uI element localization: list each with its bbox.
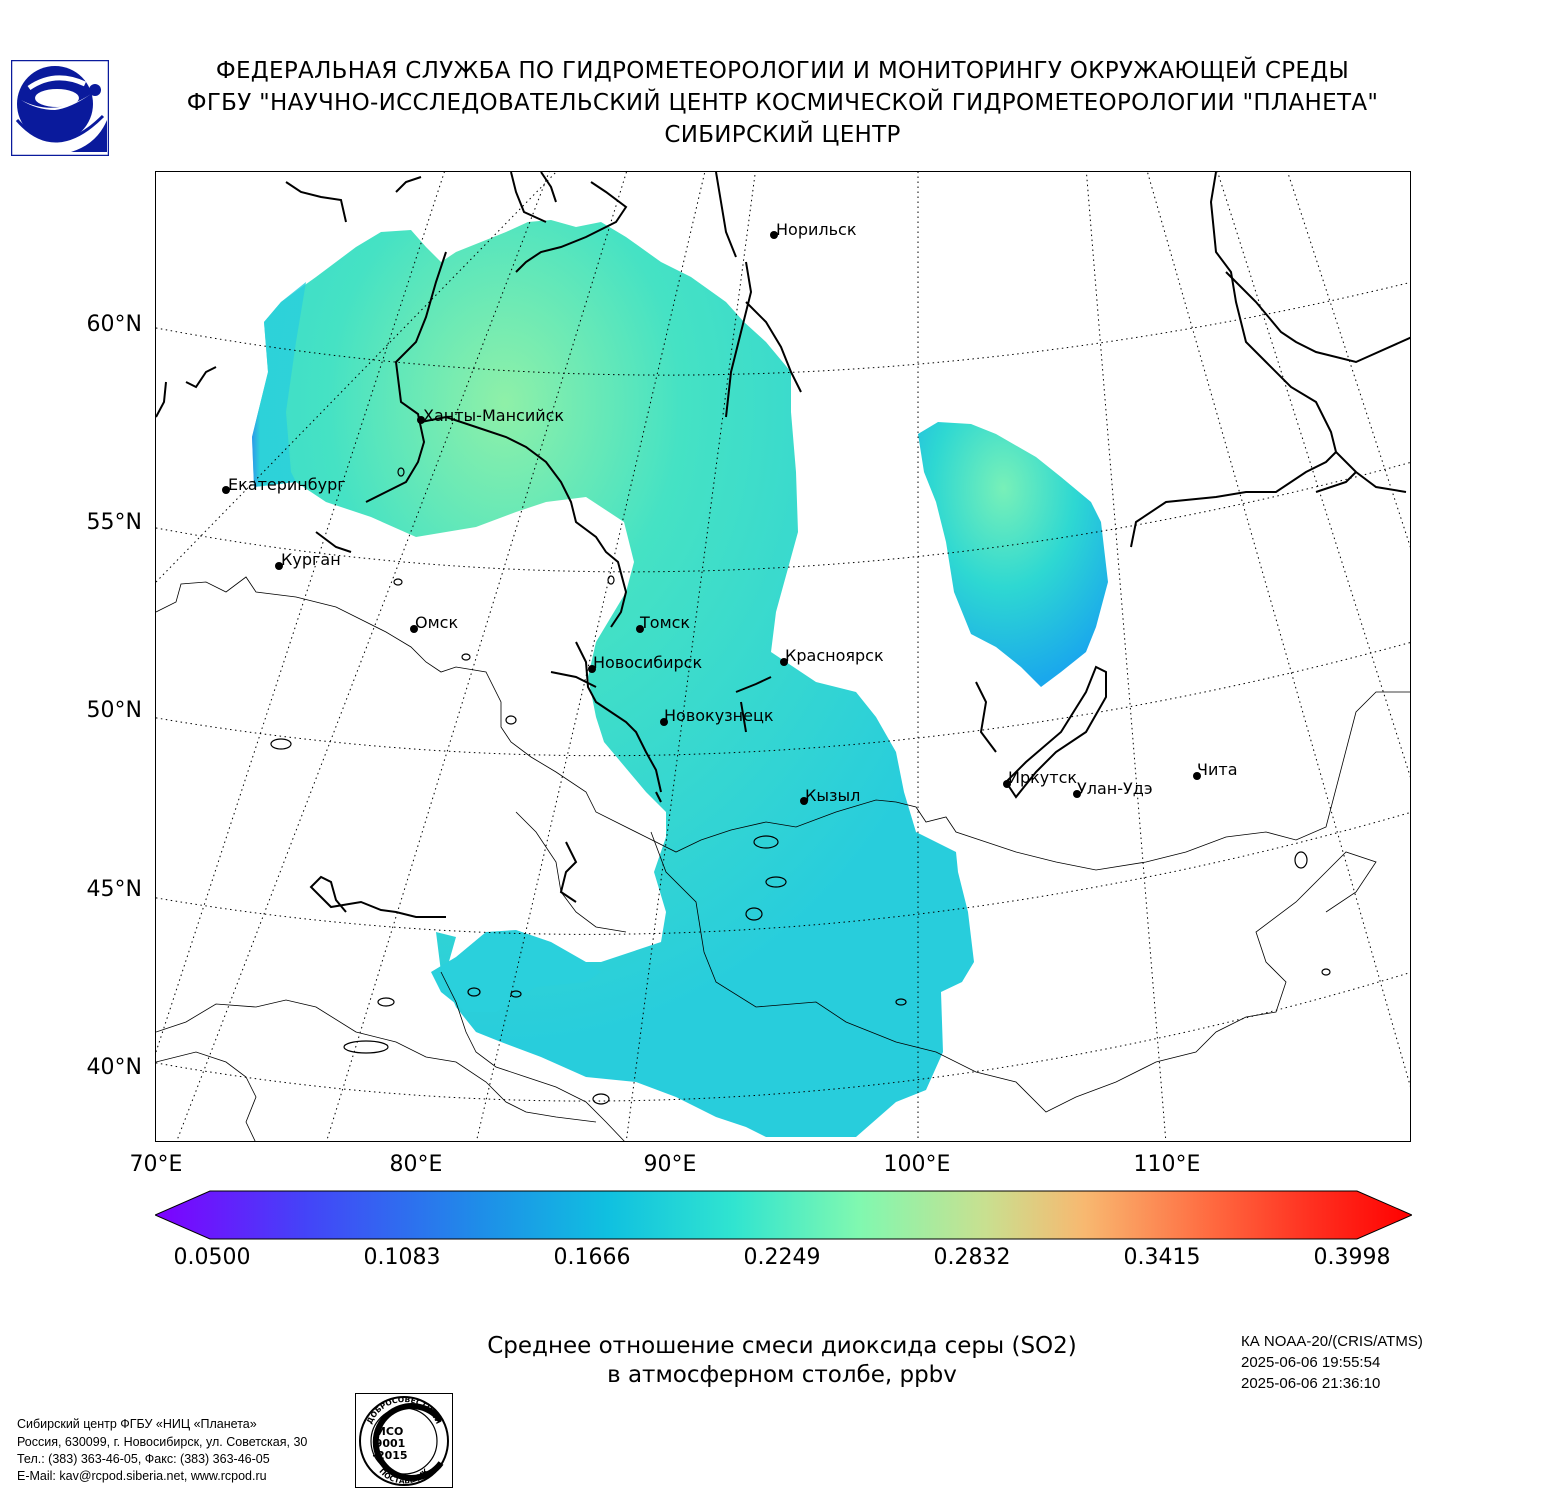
city-label: Курган (281, 550, 341, 569)
planeta-logo (10, 59, 110, 157)
satellite-end-time: 2025-06-06 21:36:10 (1241, 1375, 1381, 1392)
planeta-logo-icon (10, 59, 110, 157)
city-tomsk: Томск (636, 613, 690, 633)
caption-line-1: Среднее отношение смеси диоксида серы (S… (487, 1333, 1077, 1359)
colorbar-tick: 0.2832 (933, 1245, 1011, 1270)
satellite-name: КА NOAA-20/(CRIS/ATMS) (1241, 1333, 1423, 1350)
so2-field (252, 220, 1108, 1137)
city-norilsk: Норильск (770, 220, 857, 239)
lat-label-50: 50°N (86, 698, 142, 723)
colorbar-tick: 0.0500 (173, 1245, 251, 1270)
lon-label-80: 80°E (389, 1152, 443, 1177)
city-label: Красноярск (785, 646, 884, 665)
city-label: Иркутск (1008, 768, 1077, 787)
city-label: Новокузнецк (664, 706, 774, 725)
city-omsk: Омск (410, 613, 458, 633)
header-line-2: ФГБУ "НАУЧНО-ИССЛЕДОВАТЕЛЬСКИЙ ЦЕНТР КОС… (186, 90, 1379, 116)
rivers-coastlines (156, 172, 1410, 918)
iso-stamp: ДОБРОСОВЕСТНЫЙ ПОСТАВЩИК ИСО 9001 -2015 (355, 1393, 453, 1488)
satellite-start-time: 2025-06-06 19:55:54 (1241, 1354, 1381, 1371)
city-kurgan: Курган (275, 550, 341, 570)
map-panel: Норильск Ханты-Мансийск Екатеринбург Кур… (155, 171, 1411, 1142)
city-markers: Норильск Ханты-Мансийск Екатеринбург Кур… (222, 220, 1238, 805)
iso-line-2: 9001 (375, 1437, 406, 1450)
city-label: Чита (1197, 760, 1238, 779)
lat-label-40: 40°N (86, 1055, 142, 1080)
city-kyzyl: Кызыл (800, 786, 860, 805)
lon-label-100: 100°E (883, 1152, 951, 1177)
city-chita: Чита (1193, 760, 1238, 780)
city-label: Новосибирск (593, 653, 702, 672)
city-irkutsk: Иркутск (1003, 768, 1077, 788)
header-line-3: СИБИРСКИЙ ЦЕНТР (664, 122, 901, 148)
map-canvas: Норильск Ханты-Мансийск Екатеринбург Кур… (156, 172, 1410, 1141)
iso-line-3: -2015 (372, 1449, 407, 1462)
city-label: Ханты-Мансийск (423, 406, 564, 425)
colorbar-tick: 0.2249 (743, 1245, 821, 1270)
lat-label-45: 45°N (86, 877, 142, 902)
contact-line-4: E-Mail: kav@rcpod.siberia.net, www.rcpod… (17, 1469, 267, 1483)
lakes (270, 467, 1331, 1105)
so2-region-west-siberia (252, 220, 974, 1137)
iso-stamp-icon: ДОБРОСОВЕСТНЫЙ ПОСТАВЩИК ИСО 9001 -2015 (355, 1393, 453, 1488)
colorbar-graphic (153, 1190, 1414, 1240)
city-krasnoyarsk: Красноярск (780, 646, 884, 666)
city-label: Омск (415, 613, 458, 632)
city-yekaterinburg: Екатеринбург (222, 475, 346, 494)
city-label: Норильск (776, 220, 857, 239)
lat-label-60: 60°N (86, 312, 142, 337)
lon-label-90: 90°E (643, 1152, 697, 1177)
city-novosibirsk: Новосибирск (588, 653, 702, 673)
city-label: Кызыл (805, 786, 860, 805)
so2-region-kazakhstan (431, 930, 601, 1012)
header-line-1: ФЕДЕРАЛЬНАЯ СЛУЖБА ПО ГИДРОМЕТЕОРОЛОГИИ … (215, 58, 1350, 84)
city-label: Томск (639, 613, 690, 632)
graticule (156, 172, 1410, 1141)
caption-line-2: в атмосферном столбе, ppbv (607, 1362, 957, 1388)
so2-region-west-edge (252, 282, 306, 487)
colorbar-tick: 0.1083 (363, 1245, 441, 1270)
city-label: Екатеринбург (228, 475, 346, 494)
iso-line-1: ИСО (377, 1425, 404, 1438)
colorbar (153, 1190, 1414, 1240)
lon-label-110: 110°E (1133, 1152, 1201, 1177)
lon-label-70: 70°E (129, 1152, 183, 1177)
lat-label-55: 55°N (86, 510, 142, 535)
city-label: Улан-Удэ (1077, 779, 1153, 798)
city-ulan-ude: Улан-Удэ (1073, 779, 1153, 798)
colorbar-tick: 0.3998 (1313, 1245, 1391, 1270)
country-borders (156, 576, 1410, 1141)
colorbar-tick: 0.3415 (1123, 1245, 1201, 1270)
colorbar-tick: 0.1666 (553, 1245, 631, 1270)
so2-region-baikal-west (918, 422, 1108, 687)
contact-line-1: Сибирский центр ФГБУ «НИЦ «Планета» (17, 1417, 257, 1431)
contact-line-3: Тел.: (383) 363-46-05, Факс: (383) 363-4… (17, 1452, 270, 1466)
city-khanty-mansiysk: Ханты-Мансийск (417, 406, 564, 425)
contact-line-2: Россия, 630099, г. Новосибирск, ул. Сове… (17, 1435, 308, 1449)
city-novokuznetsk: Новокузнецк (660, 706, 774, 726)
